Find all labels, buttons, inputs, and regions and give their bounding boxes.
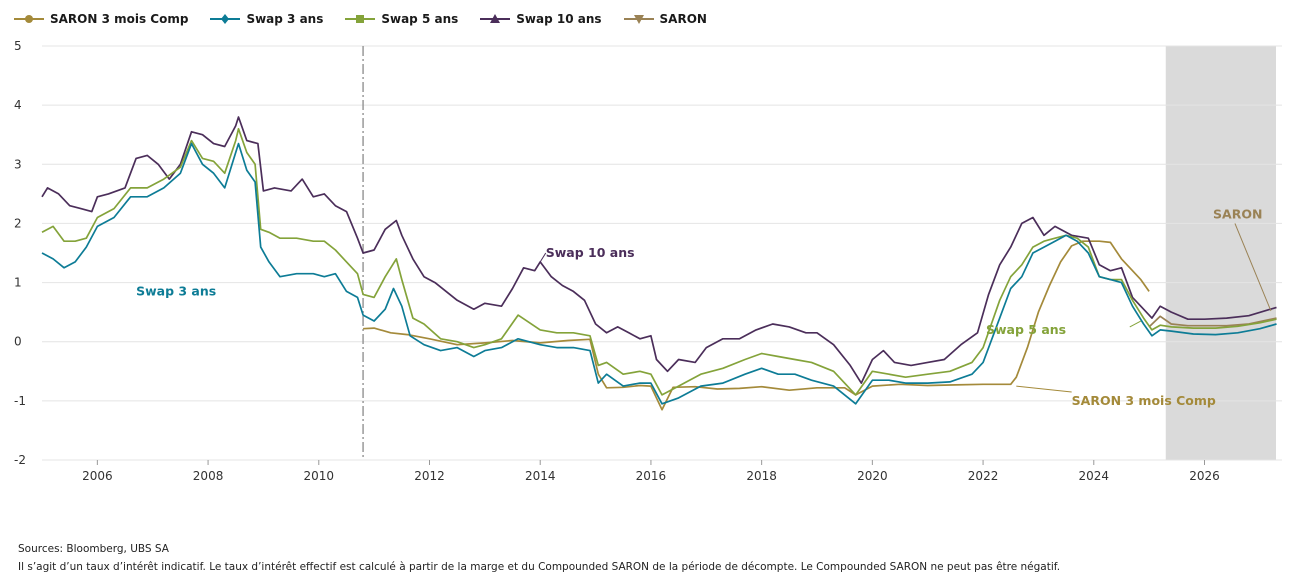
annotation-leader (1129, 320, 1142, 328)
triangle-down-marker-icon (623, 15, 654, 24)
y-tick-label: 4 (14, 98, 22, 112)
series-line-swap-3-ans (41, 142, 1277, 405)
x-tick-label: 2014 (525, 469, 556, 483)
y-tick-label: 2 (14, 216, 22, 230)
chart-svg: 5 4 3 2 1 0 -1 -2 2006 2008 2010 2012 2014 2016 2018 20… (14, 39, 1282, 483)
legend-item: SARON 3 mois Comp (14, 12, 188, 26)
legend-label: Swap 10 ans (516, 12, 602, 26)
x-tick-label: 2010 (304, 469, 335, 483)
annotation-label: SARON (1213, 207, 1262, 222)
x-tick-label: 2016 (636, 469, 667, 483)
y-tick-label: -2 (14, 453, 26, 467)
legend-label: Swap 3 ans (246, 12, 324, 26)
legend-item: SARON (623, 12, 707, 26)
annotation-label: SARON 3 mois Comp (1072, 393, 1216, 408)
x-tick-label: 2008 (193, 469, 224, 483)
source-note: Sources: Bloomberg, UBS SA (18, 543, 169, 555)
series-line-swap-5-ans (41, 127, 1277, 396)
y-tick-label: 0 (14, 335, 22, 349)
circle-marker-icon (14, 15, 44, 23)
legend-label: SARON (659, 12, 707, 26)
x-tick-label: 2022 (968, 469, 999, 483)
x-tick-label: 2012 (414, 469, 445, 483)
y-tick-label: 3 (14, 157, 22, 171)
x-tick-label: 2026 (1189, 469, 1220, 483)
legend-label: Swap 5 ans (381, 12, 459, 26)
annotation-leader (1234, 223, 1272, 312)
annotation-label: Swap 5 ans (986, 322, 1066, 337)
diamond-marker-icon (210, 14, 241, 24)
triangle-up-marker-icon (480, 14, 511, 23)
legend-item: Swap 5 ans (345, 12, 458, 26)
annotation-leader (539, 252, 547, 263)
disclaimer-note: Il s’agit d’un taux d’intérêt indicatif.… (18, 561, 1061, 573)
x-tick-label: 2018 (746, 469, 777, 483)
y-tick-label: 5 (14, 39, 22, 53)
x-tick-label: 2006 (82, 469, 113, 483)
annotation-leader (1016, 385, 1072, 393)
y-tick-label: -1 (14, 394, 26, 408)
series-line-swap-10-ans (41, 116, 1277, 384)
annotation-label: Swap 3 ans (136, 283, 216, 298)
chart-legend: SARON 3 mois Comp Swap 3 ans Swap 5 ans Swa… (14, 12, 707, 26)
annotation-label: Swap 10 ans (546, 245, 635, 260)
x-tick-label: 2024 (1079, 469, 1110, 483)
x-tick-label: 2020 (857, 469, 888, 483)
legend-item: Swap 10 ans (480, 12, 602, 26)
legend-label: SARON 3 mois Comp (50, 12, 189, 26)
square-marker-icon (345, 15, 376, 23)
forecast-region (1165, 46, 1276, 460)
legend-item: Swap 3 ans (210, 12, 323, 26)
y-tick-label: 1 (14, 276, 22, 290)
series-line-saron-3-mois-comp (363, 240, 1150, 411)
